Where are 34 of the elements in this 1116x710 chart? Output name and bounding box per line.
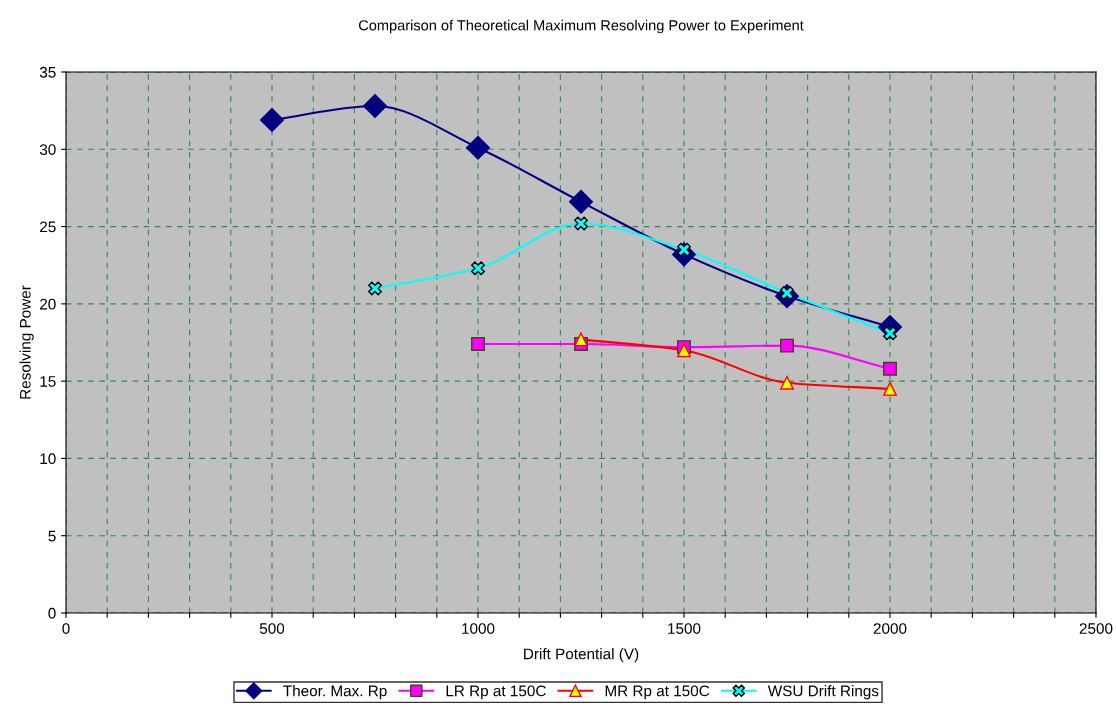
x-axis-title: Drift Potential (V) — [524, 648, 639, 663]
point — [368, 281, 382, 296]
x-tick-label: 1000 — [462, 623, 495, 634]
point — [883, 361, 897, 376]
point — [466, 135, 490, 160]
point — [471, 337, 485, 351]
legend-label: Theor. Max. Rp — [283, 685, 387, 700]
x-tick-label: 500 — [259, 623, 285, 634]
point — [780, 375, 794, 390]
point — [260, 107, 284, 132]
legend-label: MR Rp at 150C — [605, 685, 710, 700]
y-tick-label: 35 — [39, 66, 56, 78]
y-tick-label: 15 — [40, 376, 56, 387]
x-tick-label: 1500 — [668, 623, 701, 634]
y-tick-label: 5 — [48, 530, 56, 542]
point — [471, 261, 485, 276]
point — [363, 94, 387, 118]
y-axis-title: Resolving Power — [19, 285, 34, 399]
x-tick-label: 0 — [62, 623, 70, 634]
legend-label: WSU Drift Rings — [767, 685, 879, 700]
y-tick-label: 10 — [40, 453, 56, 465]
point — [780, 338, 794, 353]
point — [883, 381, 897, 396]
legend-label: LR Rp at 150C — [446, 685, 546, 700]
y-tick-label: 30 — [39, 144, 56, 155]
point — [574, 216, 588, 231]
point — [574, 332, 588, 347]
y-tick-label: 25 — [40, 221, 56, 233]
x-tick-label: 2500 — [1079, 623, 1113, 634]
y-tick-label: 20 — [40, 298, 56, 310]
x-tick-label: 2000 — [873, 623, 907, 634]
point — [569, 189, 593, 214]
y-tick-label: 0 — [48, 607, 56, 619]
chart-title: Comparison of Theoretical Maximum Resolving Power to Experiment — [358, 19, 804, 34]
